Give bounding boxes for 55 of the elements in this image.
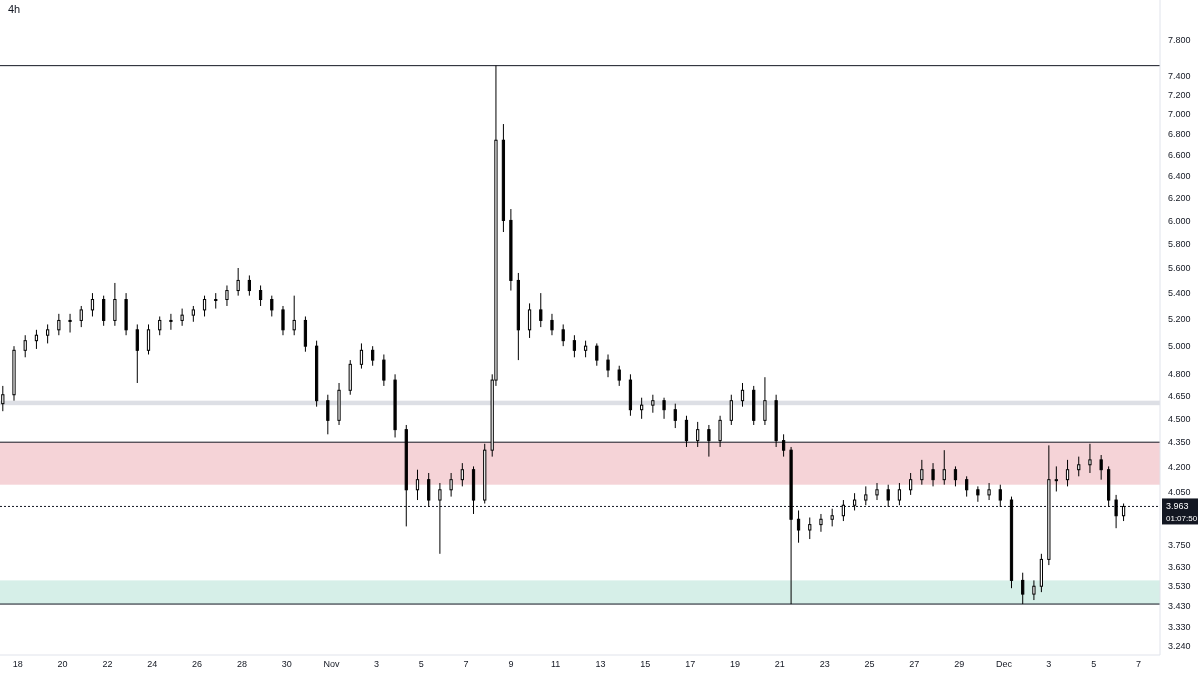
y-tick-label: 5.400 xyxy=(1168,288,1191,299)
x-tick-label: 9 xyxy=(508,659,514,669)
y-tick-label: 6.200 xyxy=(1168,192,1191,203)
x-tick-label: 30 xyxy=(281,659,292,669)
y-tick-label: 6.600 xyxy=(1168,149,1191,160)
x-tick-label: 11 xyxy=(551,659,561,669)
y-tick-label: 6.000 xyxy=(1168,215,1191,226)
y-tick-label: 5.000 xyxy=(1168,341,1191,352)
x-tick-label: 21 xyxy=(774,659,785,669)
y-tick-label: 4.200 xyxy=(1168,461,1191,472)
y-tick-label: 4.350 xyxy=(1168,437,1191,448)
y-tick-label: 4.650 xyxy=(1168,391,1191,402)
y-tick-label: 7.800 xyxy=(1168,34,1191,45)
y-tick-label: 4.800 xyxy=(1168,369,1191,380)
y-tick-label: 3.330 xyxy=(1168,621,1191,632)
x-tick-label: 7 xyxy=(1136,659,1142,669)
y-tick-label: 5.200 xyxy=(1168,314,1191,325)
x-tick-label: 17 xyxy=(685,659,696,669)
x-tick-label: 25 xyxy=(864,659,875,669)
x-tick-label: Dec xyxy=(996,659,1013,669)
x-tick-label: 20 xyxy=(57,659,68,669)
x-tick-label: 26 xyxy=(192,659,203,669)
y-tick-label: 6.400 xyxy=(1168,171,1191,182)
y-tick-label: 7.400 xyxy=(1168,70,1191,81)
y-tick-label: 4.500 xyxy=(1168,413,1191,424)
y-tick-label: 3.750 xyxy=(1168,539,1191,550)
x-tick-label: 3 xyxy=(373,659,379,669)
x-tick-label: Nov xyxy=(323,659,341,669)
x-tick-label: 19 xyxy=(730,659,741,669)
x-tick-label: 23 xyxy=(819,659,830,669)
ref-line-label: 3.963 xyxy=(1166,501,1189,512)
x-tick-label: 13 xyxy=(595,659,606,669)
y-tick-label: 3.430 xyxy=(1168,601,1191,612)
y-tick-label: 7.200 xyxy=(1168,89,1191,100)
y-tick-label: 4.050 xyxy=(1168,486,1191,497)
y-tick-label: 5.800 xyxy=(1168,238,1191,249)
y-tick-label: 7.000 xyxy=(1168,109,1191,120)
x-tick-label: 15 xyxy=(640,659,651,669)
y-tick-label: 3.630 xyxy=(1168,562,1191,573)
x-tick-label: 28 xyxy=(236,659,247,669)
x-tick-label: 29 xyxy=(954,659,965,669)
x-tick-label: 7 xyxy=(463,659,469,669)
x-tick-label: 5 xyxy=(418,659,424,669)
x-tick-label: 5 xyxy=(1091,659,1097,669)
x-tick-label: 3 xyxy=(1046,659,1052,669)
x-tick-label: 27 xyxy=(909,659,920,669)
y-tick-label: 5.600 xyxy=(1168,263,1191,274)
y-tick-label: 3.530 xyxy=(1168,581,1191,592)
y-tick-label: 3.240 xyxy=(1168,640,1191,651)
x-tick-label: 18 xyxy=(12,659,23,669)
chart-title: 4h xyxy=(8,3,21,15)
x-tick-label: 22 xyxy=(102,659,113,669)
text: 01:07:50 xyxy=(1166,514,1198,524)
y-tick-label: 6.800 xyxy=(1168,129,1191,140)
x-tick-label: 24 xyxy=(147,659,158,669)
